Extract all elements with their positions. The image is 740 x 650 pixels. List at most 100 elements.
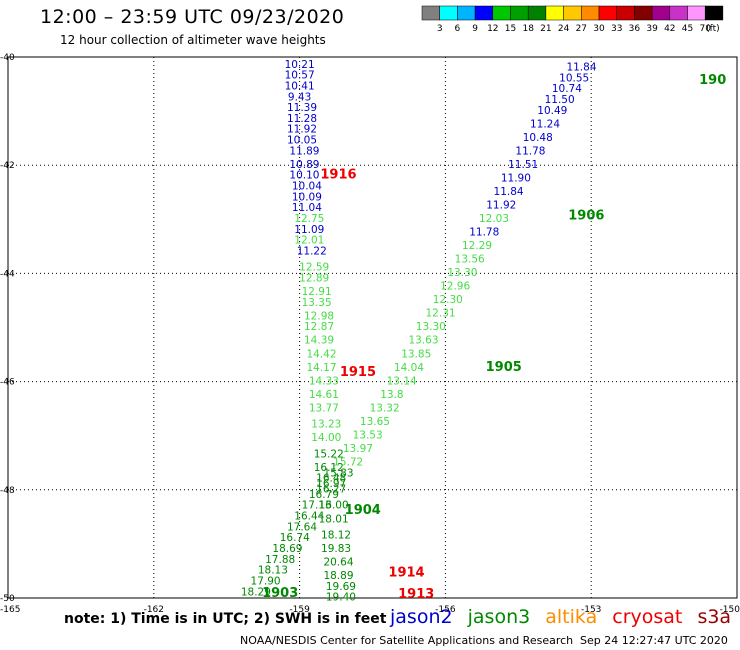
data-point-label: 11.39 (287, 102, 317, 114)
data-point-label: 12.96 (440, 281, 470, 293)
colorbar-label: 39 (646, 24, 658, 34)
data-point-label: 11.04 (292, 202, 322, 214)
colorbar-label: 30 (593, 24, 605, 34)
y-tick-label: -50 (0, 594, 15, 604)
data-point-label: 11.84 (494, 186, 524, 198)
data-point-label: 16.00 (319, 500, 349, 512)
colorbar-label: 18 (522, 24, 534, 34)
sat-jason3: jason3 (467, 606, 531, 628)
data-point-label: 13.35 (302, 297, 332, 309)
colorbar-label: 45 (682, 24, 693, 34)
data-point-label: 13.23 (311, 419, 341, 431)
colorbar-label: 36 (629, 24, 641, 34)
data-point-label: 19.69 (326, 581, 356, 593)
data-point-label: 11.92 (287, 124, 317, 136)
colorbar-swatch (527, 5, 547, 21)
colorbar-label: 12 (487, 24, 498, 34)
data-point-label: 13.77 (309, 402, 339, 414)
colorbar-swatch (616, 5, 635, 21)
colorbar-swatch (634, 5, 653, 21)
satellite-legend: jason2 jason3 altika cryosat s3a (390, 606, 740, 628)
colorbar-swatch (474, 5, 494, 21)
sat-altika: altika (545, 606, 598, 628)
colorbar-label: 6 (455, 24, 461, 34)
data-point-label: 12.91 (302, 286, 332, 298)
x-tick-label: -162 (144, 605, 164, 615)
data-point-label: 12.59 (299, 262, 329, 274)
time-label: 1906 (568, 208, 604, 223)
data-point-label: 10.10 (289, 170, 319, 182)
y-tick-label: -48 (0, 486, 15, 496)
data-point-label: 11.78 (469, 227, 499, 239)
data-point-label: 18.12 (321, 529, 351, 541)
data-point-label: 13.56 (455, 254, 485, 266)
time-label: 1915 (340, 365, 376, 380)
data-point-label: 13.63 (408, 335, 438, 347)
data-point-label: 20.64 (323, 557, 353, 569)
data-point-label: 10.57 (285, 70, 315, 82)
chart-title: 12:00 – 23:59 UTC 09/23/2020 (40, 6, 345, 28)
data-point-label: 18.13 (258, 565, 288, 577)
x-tick-label: -156 (435, 605, 456, 615)
colorbar-swatch (651, 5, 671, 21)
data-point-label: 18.69 (272, 543, 302, 555)
time-label: 1903 (262, 586, 298, 601)
y-tick-label: -44 (0, 269, 15, 279)
data-point-label: 10.04 (292, 181, 322, 193)
colorbar-swatch (687, 5, 706, 21)
colorbar-label: 15 (505, 24, 516, 34)
data-point-label: 16.12 (314, 462, 344, 474)
x-tick-label: -153 (581, 605, 601, 615)
data-point-label: 11.84 (566, 62, 596, 74)
colorbar-swatch (439, 5, 458, 21)
data-point-label: 10.89 (289, 159, 319, 171)
data-point-label: 13.85 (401, 348, 431, 360)
colorbar-label: 33 (611, 24, 622, 34)
data-point-label: 15.22 (314, 448, 344, 460)
x-tick-label: -150 (720, 605, 740, 615)
colorbar-label: 24 (558, 24, 570, 34)
data-point-label: 16.74 (280, 532, 310, 544)
data-point-label: 11.78 (515, 145, 545, 157)
colorbar-label: 3 (437, 24, 443, 34)
data-point-label: 15.83 (323, 467, 353, 479)
data-point-label: 17.64 (287, 521, 317, 533)
footer-timestamp: Sep 24 12:27:47 UTC 2020 (580, 634, 728, 647)
y-tick-label: -40 (0, 53, 15, 63)
sat-s3a: s3a (697, 606, 732, 628)
data-point-label: 11.50 (545, 94, 575, 106)
time-label: 1914 (388, 565, 424, 580)
time-label: 190 (699, 73, 726, 88)
data-marks: 10.2110.5710.419.4311.3911.2811.9210.051… (241, 59, 597, 604)
data-point-label: 11.09 (294, 224, 324, 236)
data-point-label: 11.90 (501, 172, 531, 184)
data-point-label: 12.31 (426, 308, 456, 320)
time-label: 1904 (345, 503, 381, 518)
data-point-label: 17.88 (265, 554, 295, 566)
data-point-label: 10.74 (552, 83, 582, 95)
data-point-label: 14.61 (309, 389, 339, 401)
data-point-label: 17.13 (302, 500, 332, 512)
data-point-label: 18.89 (323, 570, 353, 582)
footer-note: note: 1) Time is in UTC; 2) SWH is in fe… (64, 611, 387, 627)
colorbar-swatch (581, 5, 600, 21)
colorbar-swatch (545, 5, 564, 21)
data-point-label: 11.92 (486, 199, 516, 211)
colorbar-swatch (510, 5, 529, 21)
data-point-label: 10.55 (559, 72, 589, 84)
data-point-label: 16.44 (294, 511, 324, 523)
data-point-label: 13.30 (416, 321, 446, 333)
data-point-label: 12.87 (304, 321, 334, 333)
time-label: 1905 (486, 360, 522, 375)
colorbar-swatch (421, 5, 440, 21)
x-tick-label: -165 (0, 605, 20, 615)
data-point-label: 16.48 (316, 473, 346, 485)
colorbar-label: 9 (472, 24, 478, 34)
colorbar-swatch (563, 5, 582, 21)
data-point-label: 12.75 (294, 213, 324, 225)
plot-frame (7, 56, 738, 599)
data-point-label: 11.22 (297, 245, 327, 257)
data-point-label: 11.51 (508, 159, 538, 171)
